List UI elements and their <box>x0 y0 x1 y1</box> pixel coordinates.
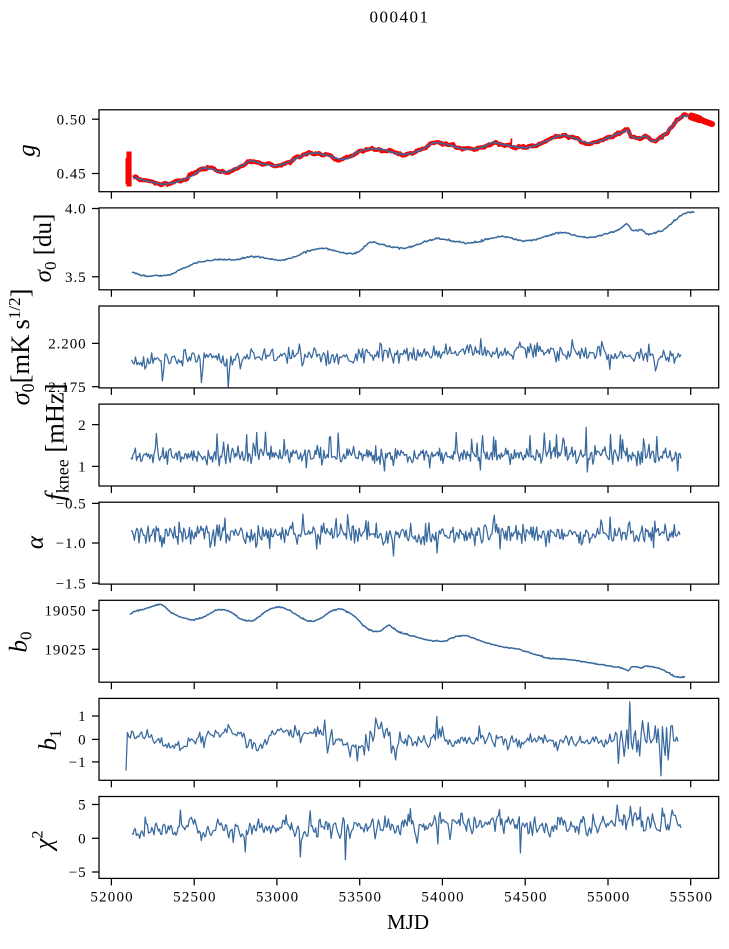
svg-text:55000: 55000 <box>587 890 631 906</box>
svg-text:−1.0: −1.0 <box>56 536 87 552</box>
svg-text:0: 0 <box>78 733 86 749</box>
svg-text:2.175: 2.175 <box>48 380 86 396</box>
svg-text:54000: 54000 <box>421 890 465 906</box>
svg-text:MJD: MJD <box>387 910 429 934</box>
svg-text:σ0[mK s1/2]: σ0[mK s1/2] <box>5 289 38 406</box>
svg-text:−0.5: −0.5 <box>56 497 87 513</box>
svg-text:52000: 52000 <box>90 890 134 906</box>
svg-text:5: 5 <box>78 798 86 814</box>
svg-text:g: g <box>14 144 41 157</box>
svg-text:−5: −5 <box>69 865 87 881</box>
svg-text:b0: b0 <box>6 632 36 653</box>
svg-text:3.5: 3.5 <box>65 270 86 286</box>
svg-text:2.200: 2.200 <box>48 337 86 353</box>
svg-text:4.0: 4.0 <box>65 202 86 218</box>
svg-text:53500: 53500 <box>339 890 383 906</box>
svg-text:−1: −1 <box>69 755 87 771</box>
svg-text:−1.5: −1.5 <box>56 576 87 592</box>
svg-text:1: 1 <box>78 460 86 476</box>
svg-text:σ0 [du]: σ0 [du] <box>30 214 60 283</box>
svg-text:0.45: 0.45 <box>57 167 87 183</box>
svg-text:53000: 53000 <box>256 890 300 906</box>
svg-text:1: 1 <box>78 709 86 725</box>
svg-text:000401: 000401 <box>370 8 430 27</box>
svg-text:b1: b1 <box>35 730 65 751</box>
svg-text:0: 0 <box>78 832 86 848</box>
svg-text:α: α <box>22 535 49 549</box>
svg-text:54500: 54500 <box>504 890 548 906</box>
svg-text:fknee [mHz]: fknee [mHz] <box>40 383 73 500</box>
svg-text:55500: 55500 <box>670 890 714 906</box>
svg-text:19050: 19050 <box>45 604 87 620</box>
svg-text:0.50: 0.50 <box>57 112 87 128</box>
svg-text:χ2: χ2 <box>30 831 58 852</box>
svg-text:2: 2 <box>78 418 86 434</box>
svg-text:52500: 52500 <box>173 890 217 906</box>
svg-text:19025: 19025 <box>45 643 87 659</box>
